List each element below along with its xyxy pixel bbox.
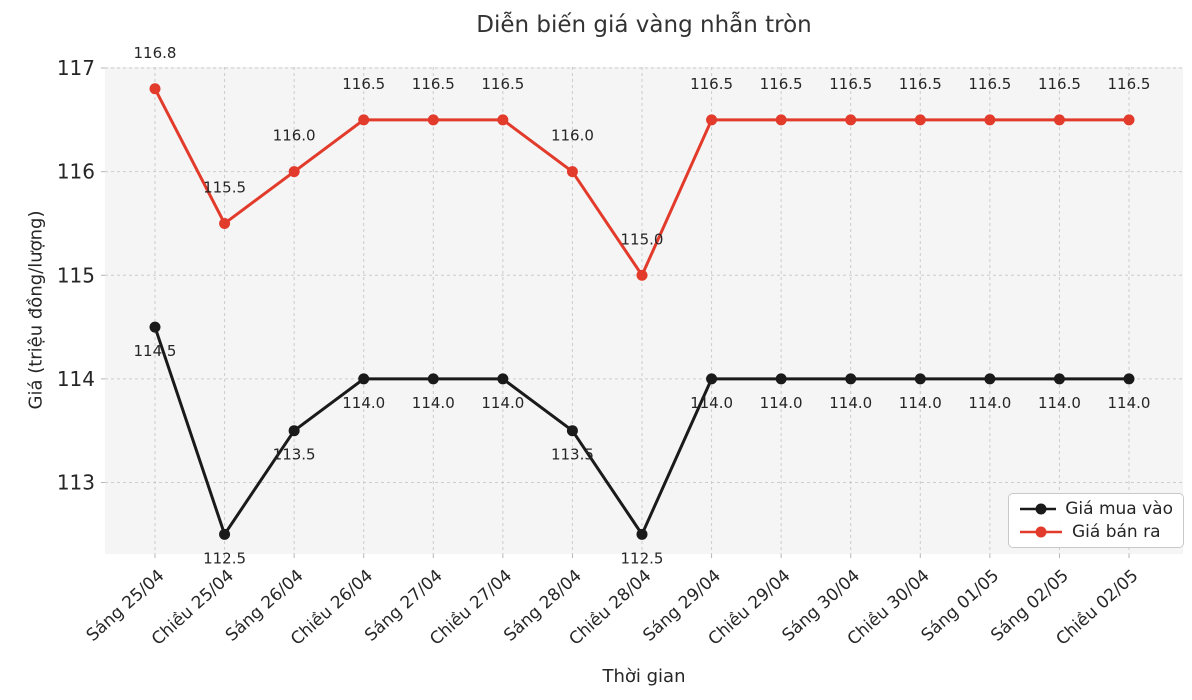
data-point-label: 116.5	[968, 75, 1011, 93]
data-point-label: 113.5	[551, 446, 594, 464]
data-point-label: 116.0	[551, 127, 594, 145]
data-point	[149, 321, 161, 333]
data-point	[845, 373, 857, 385]
data-point-label: 115.5	[203, 178, 246, 196]
x-axis-label: Thời gian	[602, 666, 686, 687]
data-point	[497, 114, 509, 126]
data-point	[984, 114, 996, 126]
data-point	[636, 269, 648, 281]
data-point-label: 114.0	[1038, 394, 1081, 412]
data-point	[427, 373, 439, 385]
data-point	[288, 166, 300, 178]
data-point-label: 116.8	[134, 44, 177, 62]
data-point	[636, 528, 648, 540]
data-point-label: 116.5	[412, 75, 455, 93]
data-point	[566, 166, 578, 178]
data-point-label: 116.5	[690, 75, 733, 93]
data-point	[358, 373, 370, 385]
data-point-label: 116.5	[829, 75, 872, 93]
sell-series-marker-icon	[1020, 526, 1062, 538]
legend-label-buy: Giá mua vào	[1065, 499, 1173, 519]
data-point	[1053, 114, 1065, 126]
data-point-label: 114.0	[412, 394, 455, 412]
data-point-label: 114.0	[1108, 394, 1151, 412]
data-point	[497, 373, 509, 385]
data-point-label: 116.5	[342, 75, 385, 93]
data-point-label: 116.5	[481, 75, 524, 93]
data-point	[845, 114, 857, 126]
data-point-label: 114.0	[829, 394, 872, 412]
data-point-label: 114.0	[968, 394, 1011, 412]
data-point-label: 114.0	[760, 394, 803, 412]
data-point	[984, 373, 996, 385]
y-tick-label: 113	[57, 471, 95, 495]
data-point-label: 116.0	[273, 127, 316, 145]
data-point-label: 115.0	[621, 230, 664, 248]
y-tick-label: 115	[57, 263, 95, 287]
data-point	[914, 114, 926, 126]
legend-label-sell: Giá bán ra	[1072, 522, 1161, 542]
legend-item-buy: Giá mua vào	[1019, 499, 1173, 519]
data-point-label: 113.5	[273, 446, 316, 464]
data-point	[1053, 373, 1065, 385]
data-point	[775, 373, 787, 385]
data-point-label: 112.5	[621, 549, 664, 567]
data-point-label: 116.5	[899, 75, 942, 93]
y-axis-label: Giá (triệu đồng/lượng)	[25, 210, 47, 410]
data-point-label: 114.0	[342, 394, 385, 412]
data-point-label: 114.0	[899, 394, 942, 412]
data-point	[1123, 114, 1135, 126]
data-point	[358, 114, 370, 126]
y-tick-label: 116	[57, 160, 95, 184]
data-point	[706, 373, 718, 385]
data-point-label: 114.5	[134, 342, 177, 360]
data-point	[914, 373, 926, 385]
data-point	[219, 217, 231, 229]
plot-background	[105, 67, 1183, 554]
data-point-label: 114.0	[690, 394, 733, 412]
data-point-label: 116.5	[1038, 75, 1081, 93]
data-point-label: 114.0	[481, 394, 524, 412]
y-tick-label: 114	[57, 367, 95, 391]
data-point	[427, 114, 439, 126]
data-point	[566, 425, 578, 437]
data-point	[149, 83, 161, 95]
data-point	[219, 528, 231, 540]
chart-title: Diễn biến giá vàng nhẫn tròn	[476, 12, 812, 38]
data-point	[288, 425, 300, 437]
legend: Giá mua vào Giá bán ra	[1008, 493, 1184, 548]
data-point-label: 116.5	[1108, 75, 1151, 93]
data-point	[1123, 373, 1135, 385]
data-point-label: 116.5	[760, 75, 803, 93]
y-tick-label: 117	[57, 56, 95, 80]
data-point	[706, 114, 718, 126]
buy-series-marker-icon	[1020, 503, 1057, 515]
data-point-label: 112.5	[203, 549, 246, 567]
data-point	[775, 114, 787, 126]
legend-item-sell: Giá bán ra	[1019, 522, 1173, 542]
